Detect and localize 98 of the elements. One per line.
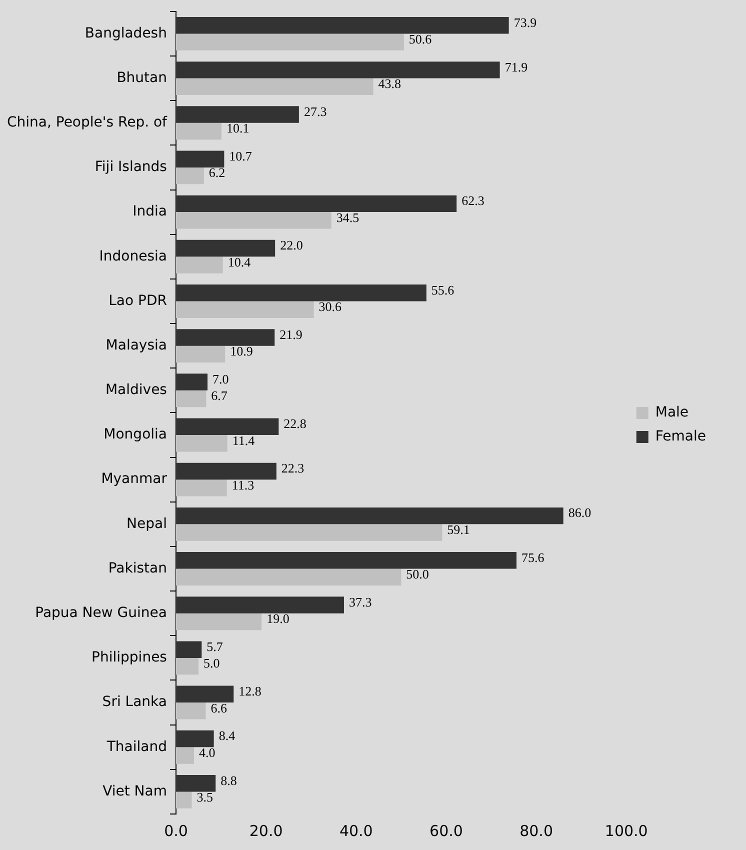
x-tick-label: 100.0 [604,822,648,840]
bar [176,658,199,675]
data-label: 86.0 [568,505,592,520]
y-tick-label: Pakistan [108,560,167,576]
data-label: 6.2 [208,165,226,180]
data-label: 19.0 [266,611,290,626]
bar [176,390,206,408]
data-label: 10.9 [230,344,253,359]
data-label: 3.5 [196,789,213,804]
bar [176,774,216,792]
bar [176,434,228,452]
bar [176,507,564,524]
y-tick-label: Indonesia [99,248,167,264]
y-tick-label: India [132,204,167,220]
bar [176,240,276,257]
bar [176,524,442,541]
data-label: 50.0 [406,566,429,582]
data-label: 5.0 [204,656,220,671]
data-label: 37.3 [348,594,372,610]
bar [176,195,457,212]
data-label: 22.0 [280,238,303,253]
data-label: 11.4 [232,432,256,448]
data-label: 73.9 [514,14,537,30]
legend-label: Female [655,428,706,445]
bar [176,78,374,96]
y-tick-label: Malaysia [106,337,167,354]
y-tick-label: Bangladesh [84,25,167,42]
data-label: 59.1 [447,522,470,537]
bar [176,730,214,748]
bar [176,122,222,140]
data-label: 12.8 [238,684,262,699]
y-tick-label: China, People's Rep. of [6,114,168,131]
y-tick-label: Mongolia [104,426,167,443]
x-tick-label: 60.0 [430,822,463,840]
data-label: 8.8 [220,772,237,788]
y-tick-label: Myanmar [101,471,168,488]
bar [176,106,299,123]
x-tick-label: 0.0 [164,822,188,840]
data-label: 27.3 [304,104,327,119]
bar [176,568,402,586]
data-label: 71.9 [504,59,528,74]
y-tick-label: Maldives [105,382,167,398]
bar [176,747,194,764]
bar [176,480,227,496]
y-tick-label: Lao PDR [108,292,168,309]
data-label: 75.6 [521,550,545,565]
data-label: 10.4 [228,254,252,270]
y-tick-label: Papua New Guinea [35,604,167,621]
bar [176,284,426,302]
data-label: 6.6 [210,700,228,716]
data-label: 8.4 [218,728,236,744]
bar [176,792,192,808]
data-label: 34.5 [336,210,360,225]
y-tick-label: Sri Lanka [102,694,167,710]
bar [176,329,275,346]
x-tick-label: 40.0 [339,822,373,840]
bar [176,62,500,78]
data-label: 6.7 [211,388,228,404]
bar [176,16,509,34]
bar [176,150,224,168]
legend-label: Male [655,404,689,421]
bar [176,686,234,703]
y-tick-label: Thailand [106,738,167,755]
bar [176,641,202,658]
bar [176,212,332,229]
bar [176,34,404,50]
data-label: 55.6 [431,282,455,298]
bar [176,167,204,184]
x-tick-label: 20.0 [249,822,283,840]
data-label: 21.9 [280,326,302,342]
bar [176,462,276,480]
data-label: 43.8 [378,76,402,92]
bar [176,256,223,274]
data-label: 7.0 [212,371,229,386]
data-label: 22.8 [284,416,306,432]
bar [176,702,206,720]
y-tick-label: Fiji Islands [94,159,167,176]
y-tick-label: Bhutan [116,70,167,86]
y-tick-label: Viet Nam [102,783,167,800]
data-label: 11.3 [232,477,254,492]
data-label: 30.6 [318,299,342,314]
data-label: 62.3 [462,193,484,208]
bar [176,418,279,435]
data-label: 22.3 [281,460,304,476]
bar [176,374,208,390]
data-label: 10.7 [229,148,252,164]
bar [176,346,226,363]
y-tick-label: Nepal [126,516,167,532]
data-label: 4.0 [199,744,216,760]
x-tick-label: 80.0 [520,822,554,840]
y-tick-label: Philippines [92,650,167,666]
data-label: 10.1 [226,120,250,136]
bar [176,301,314,318]
bar [176,552,516,569]
bar [176,596,344,614]
bar [176,613,262,630]
data-label: 5.7 [206,639,224,654]
data-label: 50.6 [408,31,432,46]
